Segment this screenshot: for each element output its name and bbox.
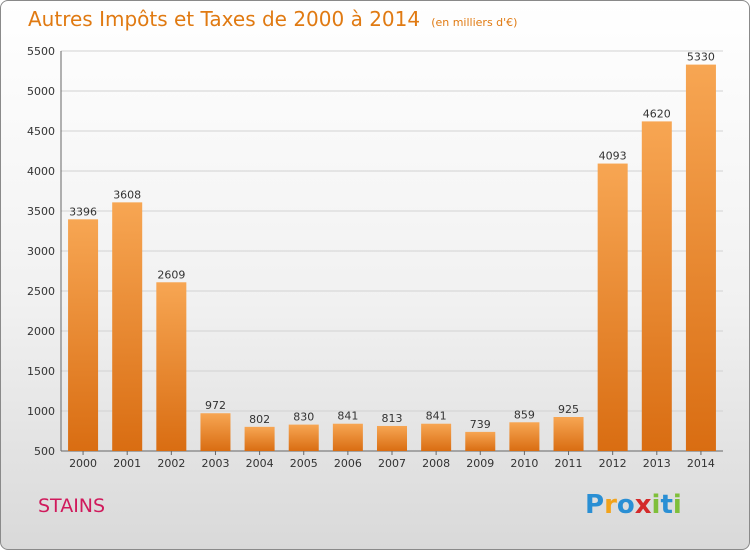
x-tick-label: 2004: [246, 457, 274, 470]
bar-value-label: 3396: [69, 205, 97, 218]
proxiti-logo: Proxiti: [585, 490, 682, 520]
x-tick-label: 2013: [643, 457, 671, 470]
bar: [112, 202, 143, 451]
bar-value-label: 859: [514, 408, 535, 421]
x-tick-label: 2005: [290, 457, 318, 470]
bar-value-label: 972: [205, 399, 226, 412]
chart-unit-subtitle: (en milliers d'€): [431, 16, 518, 29]
logo-letter: i: [672, 490, 682, 520]
chart-title: Autres Impôts et Taxes de 2000 à 2014: [28, 7, 421, 31]
bar: [244, 426, 275, 451]
bar: [465, 431, 496, 451]
bar: [156, 282, 187, 451]
logo-letter: i: [651, 490, 661, 520]
x-tick-label: 2014: [687, 457, 715, 470]
x-tick-label: 2003: [201, 457, 229, 470]
chart-title-block: Autres Impôts et Taxes de 2000 à 2014 (e…: [28, 7, 517, 31]
x-tick-label: 2011: [555, 457, 583, 470]
y-tick-label: 5000: [27, 85, 55, 98]
bar-value-label: 841: [337, 410, 358, 423]
y-tick-label: 2500: [27, 285, 55, 298]
x-tick-label: 2002: [157, 457, 185, 470]
bar: [553, 417, 584, 451]
bar: [421, 423, 452, 451]
x-tick-label: 2008: [422, 457, 450, 470]
bar: [332, 423, 363, 451]
bar: [641, 121, 672, 452]
y-tick-label: 1500: [27, 365, 55, 378]
bar-value-label: 925: [558, 403, 579, 416]
logo-letter: P: [585, 490, 605, 520]
y-tick-label: 4000: [27, 165, 55, 178]
logo-letter: x: [634, 490, 652, 520]
bar: [509, 422, 540, 451]
logo-letter: o: [616, 490, 635, 520]
bar-value-label: 4620: [643, 107, 671, 120]
y-tick-label: 500: [34, 445, 55, 458]
bar: [685, 64, 716, 451]
x-tick-label: 2007: [378, 457, 406, 470]
bar: [200, 413, 231, 451]
bar-value-label: 813: [382, 412, 403, 425]
bar-value-label: 4093: [599, 150, 627, 163]
y-tick-label: 5500: [27, 45, 55, 58]
logo-letter: t: [660, 490, 673, 520]
bar: [288, 424, 319, 451]
x-tick-label: 2000: [69, 457, 97, 470]
bar-value-label: 802: [249, 413, 270, 426]
bar-value-label: 3608: [113, 188, 141, 201]
bar-value-label: 5330: [687, 51, 715, 64]
y-tick-label: 2000: [27, 325, 55, 338]
y-tick-label: 1000: [27, 405, 55, 418]
x-tick-label: 2001: [113, 457, 141, 470]
bar: [68, 219, 99, 451]
logo-letter: r: [604, 490, 617, 520]
bar-value-label: 2609: [157, 268, 185, 281]
x-tick-label: 2009: [466, 457, 494, 470]
bar-value-label: 841: [426, 410, 447, 423]
x-tick-label: 2010: [510, 457, 538, 470]
bar-value-label: 830: [293, 411, 314, 424]
x-tick-label: 2006: [334, 457, 362, 470]
y-tick-label: 4500: [27, 125, 55, 138]
x-tick-label: 2012: [599, 457, 627, 470]
bar: [376, 425, 408, 451]
bar: [597, 163, 628, 451]
bar-value-label: 739: [470, 418, 491, 431]
y-tick-label: 3500: [27, 205, 55, 218]
city-name: STAINS: [38, 495, 106, 517]
y-tick-label: 3000: [27, 245, 55, 258]
